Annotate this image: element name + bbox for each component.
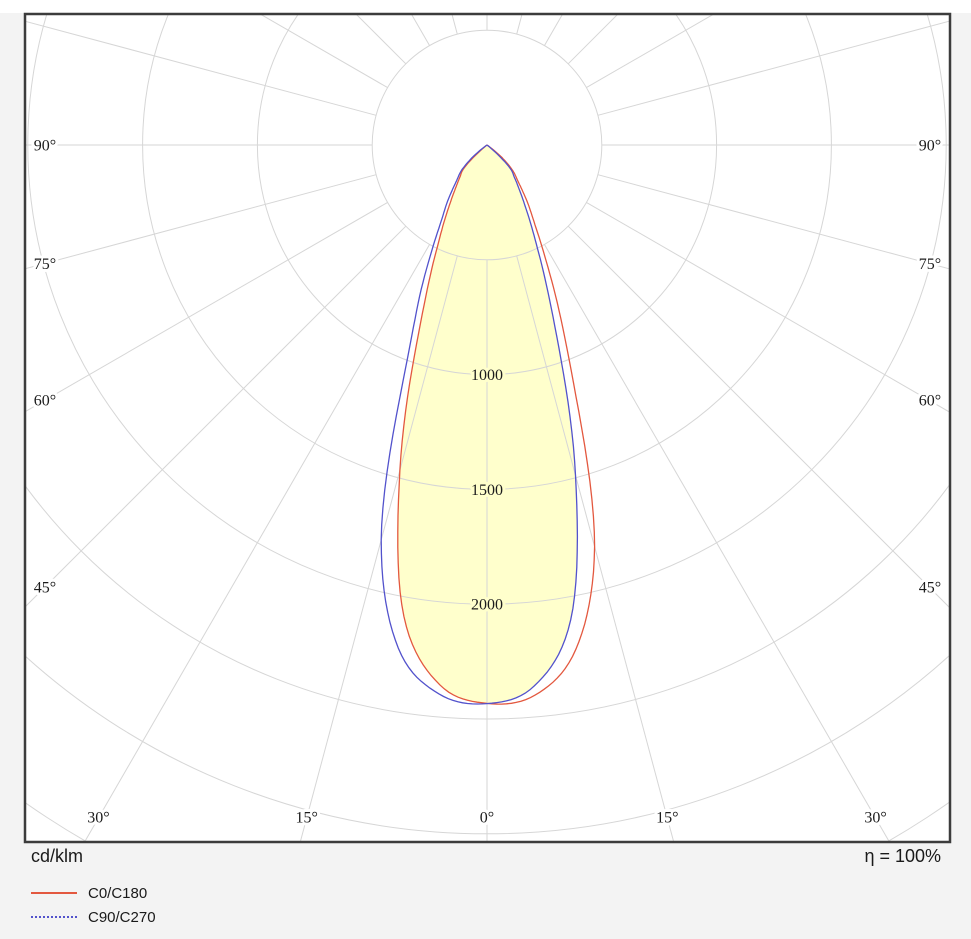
angle-label-bottom-right-30: 30° [864,810,886,827]
angle-label-right-90: 90° [919,138,941,155]
beam-fill [397,145,578,704]
top-strip [0,0,971,13]
ring-label-2000: 2000 [471,597,503,614]
angle-label-left-75: 75° [34,256,56,273]
unit-label: cd/klm [31,846,84,866]
angle-label-left-45: 45° [34,580,56,597]
angle-label-bottom-0: 0° [480,810,494,827]
angle-label-left-60: 60° [34,393,56,410]
grid-ray-345 [300,255,458,841]
grid-ray-285 [26,174,377,270]
polar-grid [26,15,949,841]
curve-c90-c270 [380,144,579,705]
angle-label-left-90: 90° [34,138,56,155]
angle-label-bottom-right-15: 15° [656,810,678,827]
angle-label-right-75: 75° [919,256,941,273]
grid-ray-255 [26,20,377,116]
legend-swatch-dotted-line [31,916,77,918]
angle-label-bottom-left-30: 30° [87,810,109,827]
legend-label: C0/C180 [88,884,148,902]
grid-ray-240 [260,15,388,89]
legend-item-c0-c180: C0/C180 [31,881,156,905]
angle-label-right-60: 60° [919,393,941,410]
grid-ray-30 [543,244,890,841]
grid-ray-60 [586,201,949,413]
grid-ray-15 [516,255,674,841]
angle-label-right-45: 45° [919,580,941,597]
grid-ray-120 [586,15,714,89]
ring-label-1500: 1500 [471,482,503,499]
grid-ray-330 [84,244,431,841]
grid-ray-45 [567,225,949,608]
grid-ray-300 [26,201,388,412]
ring-label-1000: 1000 [471,367,503,384]
legend: C0/C180 C90/C270 [31,881,156,929]
grid-ray-75 [597,174,949,270]
angle-label-bottom-left-15: 15° [295,810,317,827]
plot-border [23,12,952,844]
grid-ray-315 [26,225,407,607]
efficiency-label: η = 100% [864,846,941,866]
polar-chart: 1000 1500 2000 90° 90° 75° 75° 60° 60° 45° 45° 30° 3… [23,12,952,844]
grid-ray-105 [597,20,949,116]
legend-label: C90/C270 [88,908,156,926]
legend-item-c90-c270: C90/C270 [31,905,156,929]
legend-swatch-solid-line [31,892,77,894]
